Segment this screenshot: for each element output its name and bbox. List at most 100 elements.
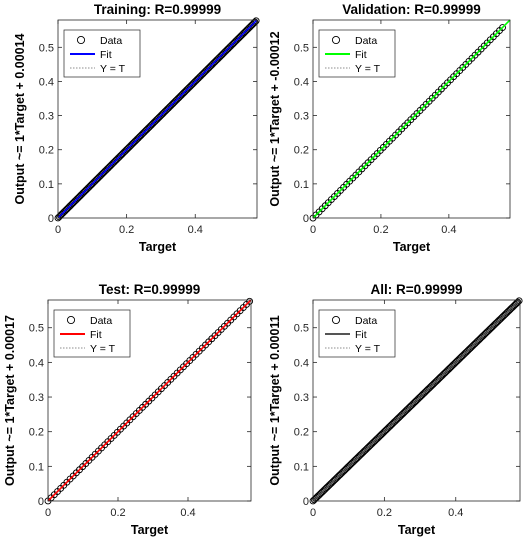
data-point	[325, 481, 333, 489]
data-point	[214, 55, 222, 63]
data-point	[106, 163, 114, 171]
data-point	[352, 456, 359, 464]
y-tick-label: 0	[38, 496, 44, 508]
data-point	[226, 43, 234, 51]
y-tick-label: 0	[303, 496, 309, 508]
data-point	[150, 118, 158, 126]
data-point	[247, 22, 255, 30]
data-point	[318, 489, 326, 496]
data-point	[485, 326, 493, 334]
data-point	[444, 366, 452, 374]
data-point	[355, 452, 363, 460]
data-point	[360, 447, 368, 455]
data-point	[310, 496, 318, 504]
data-point	[399, 410, 407, 418]
data-point	[201, 68, 208, 76]
data-point	[394, 415, 402, 422]
data-point	[165, 104, 172, 112]
data-point	[229, 40, 237, 47]
data-point	[127, 141, 135, 149]
data-point	[387, 422, 394, 430]
data-point	[501, 310, 509, 318]
data-point	[475, 336, 483, 344]
data-point	[114, 154, 122, 162]
y-tick-label: 0.4	[29, 357, 44, 369]
data-point	[405, 404, 413, 412]
data-point	[476, 334, 484, 342]
data-point	[128, 140, 136, 148]
data-point	[420, 389, 428, 397]
legend: Data Fit Y = T	[63, 29, 141, 78]
data-point	[178, 91, 186, 99]
y-axis-label: Output ~= 1*Target + 0.00014	[13, 33, 27, 204]
data-point	[217, 52, 225, 59]
data-point	[508, 304, 516, 312]
data-point	[365, 442, 373, 450]
data-point	[450, 360, 458, 368]
data-point	[56, 212, 64, 220]
data-point	[70, 198, 78, 206]
data-point	[464, 347, 472, 355]
y-tick-label: 0.2	[294, 145, 309, 157]
data-point	[84, 184, 92, 192]
y-tick-label: 0.4	[39, 76, 54, 88]
data-point	[377, 432, 384, 439]
data-point	[486, 325, 494, 333]
data-point	[183, 86, 190, 94]
data-point	[363, 445, 371, 453]
data-point	[167, 102, 175, 110]
data-point	[171, 98, 178, 106]
data-point	[163, 105, 171, 113]
y-tick-label: 0.5	[294, 42, 309, 54]
y-tick-label: 0.4	[294, 76, 309, 88]
data-point	[499, 313, 507, 321]
data-point	[184, 85, 192, 93]
data-point	[181, 87, 189, 95]
chart-title: All: R=0.99999	[371, 282, 463, 297]
data-point	[231, 38, 238, 46]
legend-label-data: Data	[355, 315, 377, 327]
data-point	[514, 298, 522, 306]
data-point	[238, 31, 246, 39]
data-point	[403, 406, 411, 414]
x-tick-label: 0	[310, 507, 316, 519]
data-point	[142, 127, 150, 135]
x-tick-label: 0.4	[180, 507, 195, 519]
data-point	[145, 123, 153, 131]
x-axis-label: Target	[131, 523, 169, 537]
legend-data-marker	[331, 315, 341, 325]
data-point	[404, 405, 412, 413]
data-point	[141, 128, 148, 136]
data-point	[335, 472, 343, 479]
data-point	[190, 79, 198, 87]
data-point	[60, 208, 68, 216]
data-point	[80, 188, 88, 196]
axes-box	[57, 19, 258, 219]
data-point	[211, 57, 219, 65]
data-point	[455, 355, 463, 363]
data-point	[414, 395, 422, 403]
data-point	[496, 315, 504, 323]
data-point	[89, 179, 97, 187]
data-point	[124, 145, 132, 153]
x-tick-label: 0.4	[188, 224, 203, 236]
data-point	[173, 96, 181, 104]
legend-label-data: Data	[90, 315, 112, 327]
data-point	[443, 367, 451, 375]
data-point	[197, 72, 205, 80]
legend-label-identity: Y = T	[90, 343, 116, 355]
data-point	[421, 388, 429, 396]
data-point	[101, 167, 109, 175]
data-point	[108, 160, 116, 168]
data-point	[207, 62, 214, 70]
legend-label-fit: Fit	[355, 49, 367, 61]
data-point	[509, 303, 517, 311]
data-point	[208, 61, 216, 69]
data-point	[385, 423, 393, 431]
data-point	[454, 356, 462, 364]
data-point	[154, 115, 162, 123]
data-point	[219, 50, 226, 58]
y-tick-label: 0.1	[294, 179, 309, 191]
y-tick-label: 0	[303, 213, 309, 225]
data-point	[175, 93, 183, 101]
